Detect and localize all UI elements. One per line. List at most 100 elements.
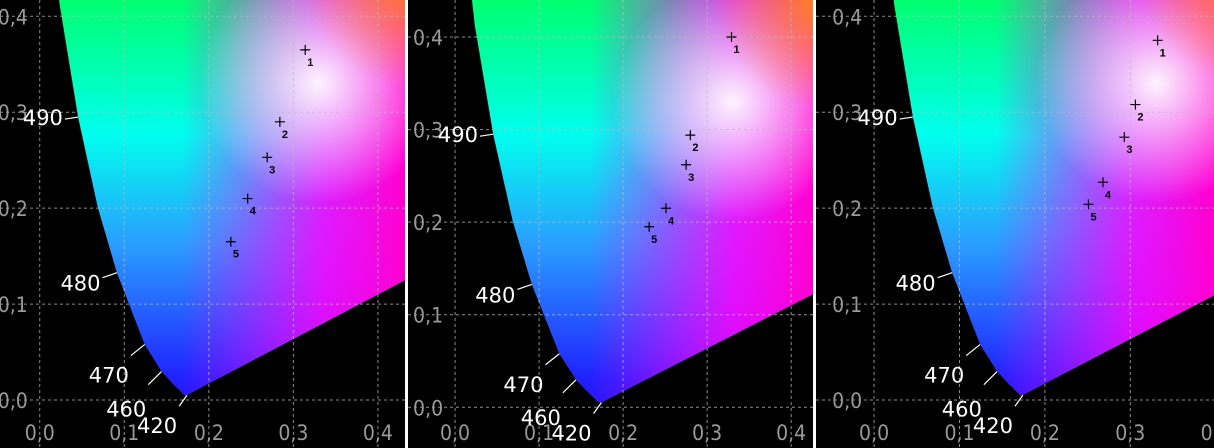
point [262, 152, 273, 163]
wavelength-label: 490 [23, 106, 63, 130]
point [1130, 99, 1141, 110]
wavelength-label: 490 [858, 106, 898, 130]
point [1119, 132, 1130, 143]
wavelength-label: 420 [551, 422, 591, 446]
y-tick-label: 0,3 [832, 101, 862, 125]
wavelength-tick [593, 402, 602, 414]
chart-panel: 0,0 0,1 0,2 0,3 0,4 0,0 0,1 0,2 0,3 0,4 490 480 470 4… [408, 0, 813, 448]
x-tick-label: 0,1 [109, 421, 139, 445]
point-label: 2 [692, 142, 698, 154]
wavelength-label: 490 [438, 123, 478, 147]
wavelength-tick [102, 272, 118, 279]
y-tick-label: 0,4 [832, 5, 862, 29]
point [1152, 35, 1163, 46]
point-label: 1 [1160, 47, 1166, 59]
y-tick-label: 0,2 [0, 197, 28, 221]
wavelength-tick [178, 394, 188, 407]
gamut-fill [877, 0, 1214, 396]
wavelength-label: 480 [60, 272, 100, 296]
y-tick-label: 0,3 [0, 101, 28, 125]
gamut [458, 0, 813, 403]
x-tick-label: 0,4 [1201, 421, 1214, 445]
wavelength-tick [899, 116, 913, 120]
wavelength-tick [479, 133, 494, 137]
y-tick-label: 0,3 [413, 119, 443, 143]
y-tick-label: 0,1 [0, 293, 28, 317]
wavelength-label: 460 [942, 398, 982, 422]
point-label: 5 [1090, 211, 1096, 223]
wavelength-tick [517, 283, 532, 291]
point-label: 3 [688, 172, 694, 184]
wavelength-label: 460 [106, 398, 146, 422]
point-label: 5 [233, 249, 239, 261]
x-tick-label: 0,3 [278, 421, 308, 445]
point [274, 116, 285, 127]
wavelength-label: 470 [89, 364, 129, 388]
wavelength-label: 420 [137, 414, 177, 438]
x-tick-label: 0,1 [524, 421, 554, 445]
point [644, 221, 655, 232]
gamut [43, 0, 405, 396]
x-tick-label: 0,0 [440, 421, 470, 445]
point-label: 1 [733, 44, 739, 56]
y-tick-label: 0,0 [832, 389, 862, 413]
point [300, 44, 311, 55]
point [1097, 177, 1108, 188]
gamut-fill [43, 0, 405, 396]
point [1083, 199, 1094, 210]
x-tick-label: 0,1 [944, 421, 974, 445]
y-tick-label: 0,4 [413, 26, 443, 50]
gamut-fill [458, 0, 813, 403]
x-tick-label: 0,2 [1030, 421, 1060, 445]
wavelength-tick [562, 379, 577, 394]
point-label: 2 [1137, 112, 1143, 124]
wavelength-label: 480 [475, 283, 515, 307]
x-tick-label: 0,3 [692, 421, 722, 445]
x-tick-label: 0,4 [776, 421, 806, 445]
x-tick-label: 0,4 [363, 421, 393, 445]
point-label: 2 [282, 129, 288, 141]
x-tick-label: 0,3 [1115, 421, 1145, 445]
x-tick-label: 0,2 [608, 421, 638, 445]
point-label: 5 [651, 234, 657, 246]
wavelength-label: 480 [896, 272, 936, 296]
point-label: 1 [307, 57, 313, 69]
point-label: 4 [668, 215, 675, 227]
point-label: 4 [250, 206, 257, 218]
y-tick-label: 0,1 [832, 293, 862, 317]
wavelength-label: 420 [973, 414, 1013, 438]
y-tick-label: 0,0 [0, 389, 28, 413]
wavelength-label: 470 [924, 364, 964, 388]
y-tick-label: 0,4 [0, 5, 28, 29]
y-tick-label: 0,1 [413, 304, 443, 328]
point-label: 4 [1105, 189, 1112, 201]
chart-panel: 0,0 0,1 0,2 0,3 0,4 0,0 0,1 0,2 0,3 0,4 490 480 470 4… [0, 0, 405, 448]
wavelength-tick [130, 344, 146, 357]
wavelength-tick [64, 116, 79, 120]
wavelength-tick [983, 371, 998, 386]
point [685, 130, 696, 141]
x-tick-label: 0,0 [859, 421, 889, 445]
point-label: 3 [1126, 144, 1132, 156]
wavelength-label: 460 [521, 406, 561, 430]
y-tick-label: 0,2 [413, 211, 443, 235]
wavelength-tick [965, 344, 981, 357]
point [242, 193, 253, 204]
y-tick-label: 0,2 [832, 197, 862, 221]
point [660, 203, 671, 214]
point-label: 3 [269, 164, 275, 176]
x-tick-label: 0,2 [194, 421, 224, 445]
y-tick-label: 0,0 [413, 396, 443, 420]
gamut [877, 0, 1214, 396]
chart-panel: 0,0 0,1 0,2 0,3 0,4 0,0 0,1 0,2 0,3 0,4 490 480 470 4… [816, 0, 1214, 448]
wavelength-tick [1014, 394, 1024, 407]
wavelength-tick [937, 272, 953, 279]
wavelength-tick [147, 371, 162, 386]
point [225, 236, 236, 247]
x-tick-label: 0,0 [25, 421, 55, 445]
point [726, 32, 737, 43]
wavelength-tick [545, 353, 560, 366]
point [681, 159, 692, 170]
wavelength-label: 470 [503, 373, 543, 397]
